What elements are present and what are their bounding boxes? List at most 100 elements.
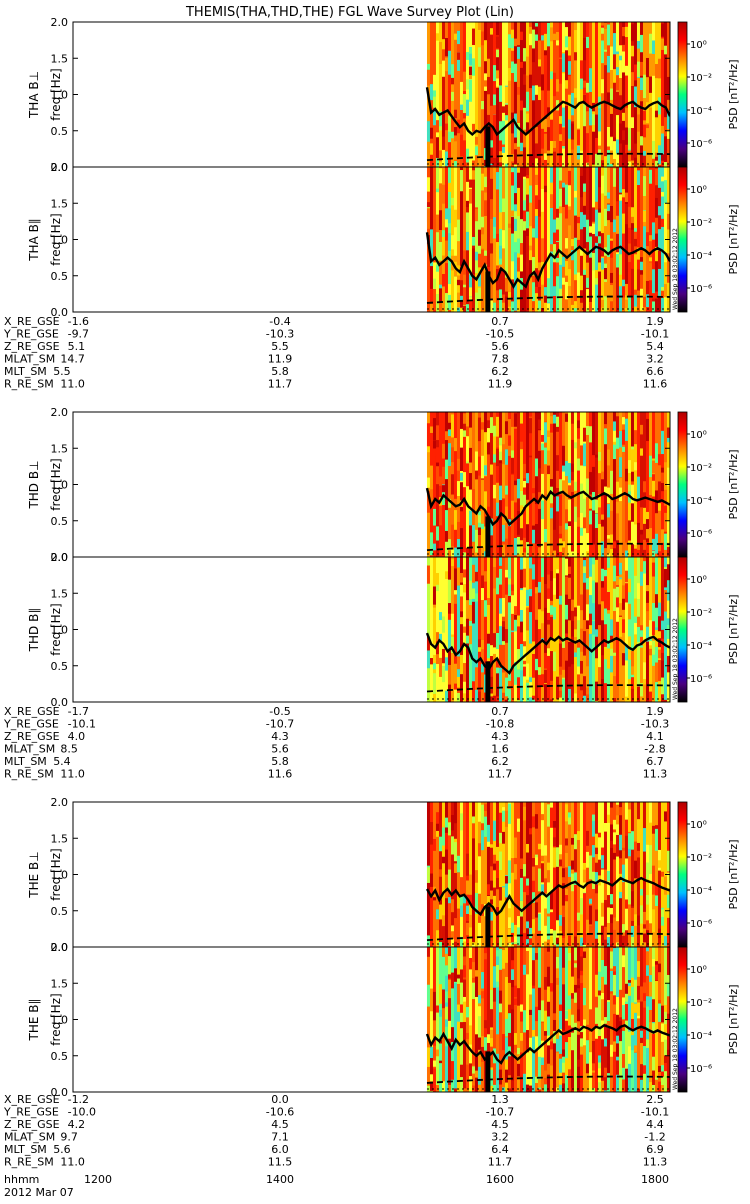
ephemeris-row-name: MLT_SM <box>4 365 47 378</box>
dashed-frequency-line <box>426 684 670 693</box>
gyrofrequency-line <box>425 87 670 137</box>
data-gap-bar <box>485 126 491 167</box>
ephemeris-value: 5.8 <box>271 365 289 378</box>
ephemeris-value: -10.1 <box>68 718 96 731</box>
time-tick-label: 1600 <box>486 1173 514 1186</box>
y-tick-label: 1.5 <box>51 587 69 600</box>
spectrogram-panel: 2.0 1.5 1.0 0.5 0.0 freq [Hz] THD B⊥ 10⁰ 10⁻² 10⁻… <box>27 406 740 564</box>
colorbar-tick-label: 10⁻⁶ <box>690 1064 712 1075</box>
ephemeris-value: -10.6 <box>266 1106 294 1119</box>
data-gap-bar <box>485 516 491 557</box>
y-axis-label: freq [Hz] <box>49 848 63 900</box>
panel-label: THA B⊥ <box>27 71 41 119</box>
ephemeris-value: -1.2 <box>644 1131 665 1144</box>
colorbar-tick-label: 10⁰ <box>690 430 707 441</box>
ephemeris-value: 6.0 <box>271 1143 289 1156</box>
ephemeris-value: 4.3 <box>271 730 289 743</box>
y-tick-label: 0.5 <box>51 905 69 918</box>
panel-label: THE B∥ <box>27 999 41 1042</box>
y-tick-label: 2.0 <box>51 406 69 419</box>
spectrogram-panel: 2.0 1.5 1.0 0.5 0.0 freq [Hz] THE B∥ 10⁰ 10⁻² 10⁻… <box>27 941 740 1099</box>
spectrogram-heatmap <box>425 557 670 702</box>
ephemeris-row-name: Z_RE_GSE <box>4 340 60 353</box>
colorbar-tick-label: 10⁻² <box>690 608 712 619</box>
spectrogram-panel: 2.0 1.5 1.0 0.5 0.0 freq [Hz] THA B∥ 10⁰ 10⁻² 10⁻… <box>27 161 740 319</box>
ephemeris-value: -10.7 <box>486 1106 514 1119</box>
y-tick-label: 1.5 <box>51 52 69 65</box>
colorbar-label: PSD [nT²/Hz] <box>727 594 740 664</box>
colorbar-tick-label: 10⁻⁴ <box>690 641 712 652</box>
spectrogram-heatmap <box>425 22 670 167</box>
ephemeris-row-name: R_RE_SM <box>4 378 54 391</box>
ephemeris-value: 11.6 <box>268 768 293 781</box>
ephemeris-value: 3.2 <box>646 353 664 366</box>
panel-label: THE B⊥ <box>27 851 41 898</box>
spectrogram-panel: 2.0 1.5 1.0 0.5 0.0 freq [Hz] THA B⊥ 10⁰ 10⁻² 10⁻… <box>27 16 740 174</box>
colorbar <box>677 801 688 948</box>
colorbar-tick-label: 10⁻² <box>690 998 712 1009</box>
y-axis-label: freq [Hz] <box>49 458 63 510</box>
ephemeris-value: -9.7 <box>68 328 89 341</box>
y-axis-label: freq [Hz] <box>49 603 63 655</box>
timestamp-stamp: Wed Sep 18 03:02:12 2012 <box>672 618 679 700</box>
ephemeris-value: 11.7 <box>268 378 293 391</box>
data-gap-bar <box>485 906 491 947</box>
ephemeris-value: 7.8 <box>491 353 509 366</box>
spectrogram-heatmap <box>425 412 670 557</box>
ephemeris-value: 6.2 <box>491 755 509 768</box>
y-tick-label: 1.0 <box>51 1014 69 1027</box>
spectrogram-heatmap <box>425 802 670 947</box>
y-tick-label: 0.5 <box>51 125 69 138</box>
ephemeris-value: 11.3 <box>643 768 668 781</box>
ephemeris-value: 4.0 <box>68 730 86 743</box>
ephemeris-value: 11.6 <box>643 378 668 391</box>
ephemeris-value: 4.4 <box>646 1118 664 1131</box>
ephemeris-value: 11.9 <box>268 353 293 366</box>
dashed-frequency-line <box>426 295 670 304</box>
panels-group: 2.0 1.5 1.0 0.5 0.0 freq [Hz] THA B⊥ 10⁰ 10⁻² 10⁻… <box>27 16 740 1099</box>
gyrofrequency-line <box>425 632 670 675</box>
colorbar-tick-label: 10⁻⁶ <box>690 919 712 930</box>
ephemeris-value: 1.9 <box>646 705 664 718</box>
spectrogram-heatmap <box>425 947 670 1092</box>
ephemeris-value: 5.5 <box>53 365 70 378</box>
y-tick-label: 0.5 <box>51 1050 69 1063</box>
ephemeris-value: 6.4 <box>491 1143 509 1156</box>
ephemeris-value: -10.1 <box>641 328 669 341</box>
ephemeris-row-name: MLT_SM <box>4 755 47 768</box>
ephemeris-value: 4.3 <box>491 730 509 743</box>
ephemeris-row-name: MLAT_SM <box>4 1131 55 1144</box>
y-axis-label: freq [Hz] <box>49 213 63 265</box>
colorbar <box>677 946 688 1093</box>
ephemeris-value: 5.6 <box>271 743 289 756</box>
y-axis-label: freq [Hz] <box>49 68 63 120</box>
y-tick-label: 0.0 <box>51 161 69 174</box>
dashed-frequency-line <box>426 152 670 162</box>
spectrogram-panel: 2.0 1.5 1.0 0.5 0.0 freq [Hz] THD B∥ 10⁰ 10⁻² 10⁻… <box>27 551 740 709</box>
ephemeris-value: 11.7 <box>488 1156 513 1169</box>
ephemeris-value: 5.6 <box>53 1143 70 1156</box>
colorbar-tick-label: 10⁰ <box>690 820 707 831</box>
hhmm-label: hhmm <box>4 1173 39 1186</box>
y-tick-label: 0.0 <box>51 306 69 319</box>
colorbar-label: PSD [nT²/Hz] <box>727 839 740 909</box>
ephemeris-value: 11.0 <box>60 1156 85 1169</box>
ephemeris-value: 7.1 <box>271 1131 289 1144</box>
ephemeris-value: -1.7 <box>68 705 89 718</box>
y-tick-label: 2.0 <box>51 551 69 564</box>
spectrogram-panel: 2.0 1.5 1.0 0.5 0.0 freq [Hz] THE B⊥ 10⁰ 10⁻² 10⁻… <box>27 796 740 954</box>
y-tick-label: 1.5 <box>51 977 69 990</box>
colorbar-tick-label: 10⁻⁶ <box>690 284 712 295</box>
y-tick-label: 2.0 <box>51 161 69 174</box>
ephemeris-value: 0.7 <box>491 315 509 328</box>
ephemeris-table: X_RE_GSE -1.6 -0.4 0.7 1.9 Y_RE_GSE -9.7 -10.3 -… <box>3 315 669 391</box>
ephemeris-value: 6.2 <box>491 365 509 378</box>
gyrofrequency-line <box>425 232 670 290</box>
ephemeris-value: -1.6 <box>68 315 89 328</box>
colorbar-tick-label: 10⁻⁴ <box>690 106 712 117</box>
timestamp-stamp: Wed Sep 18 03:02:12 2012 <box>672 228 679 310</box>
ephemeris-value: 11.7 <box>488 768 513 781</box>
y-tick-label: 1.0 <box>51 479 69 492</box>
